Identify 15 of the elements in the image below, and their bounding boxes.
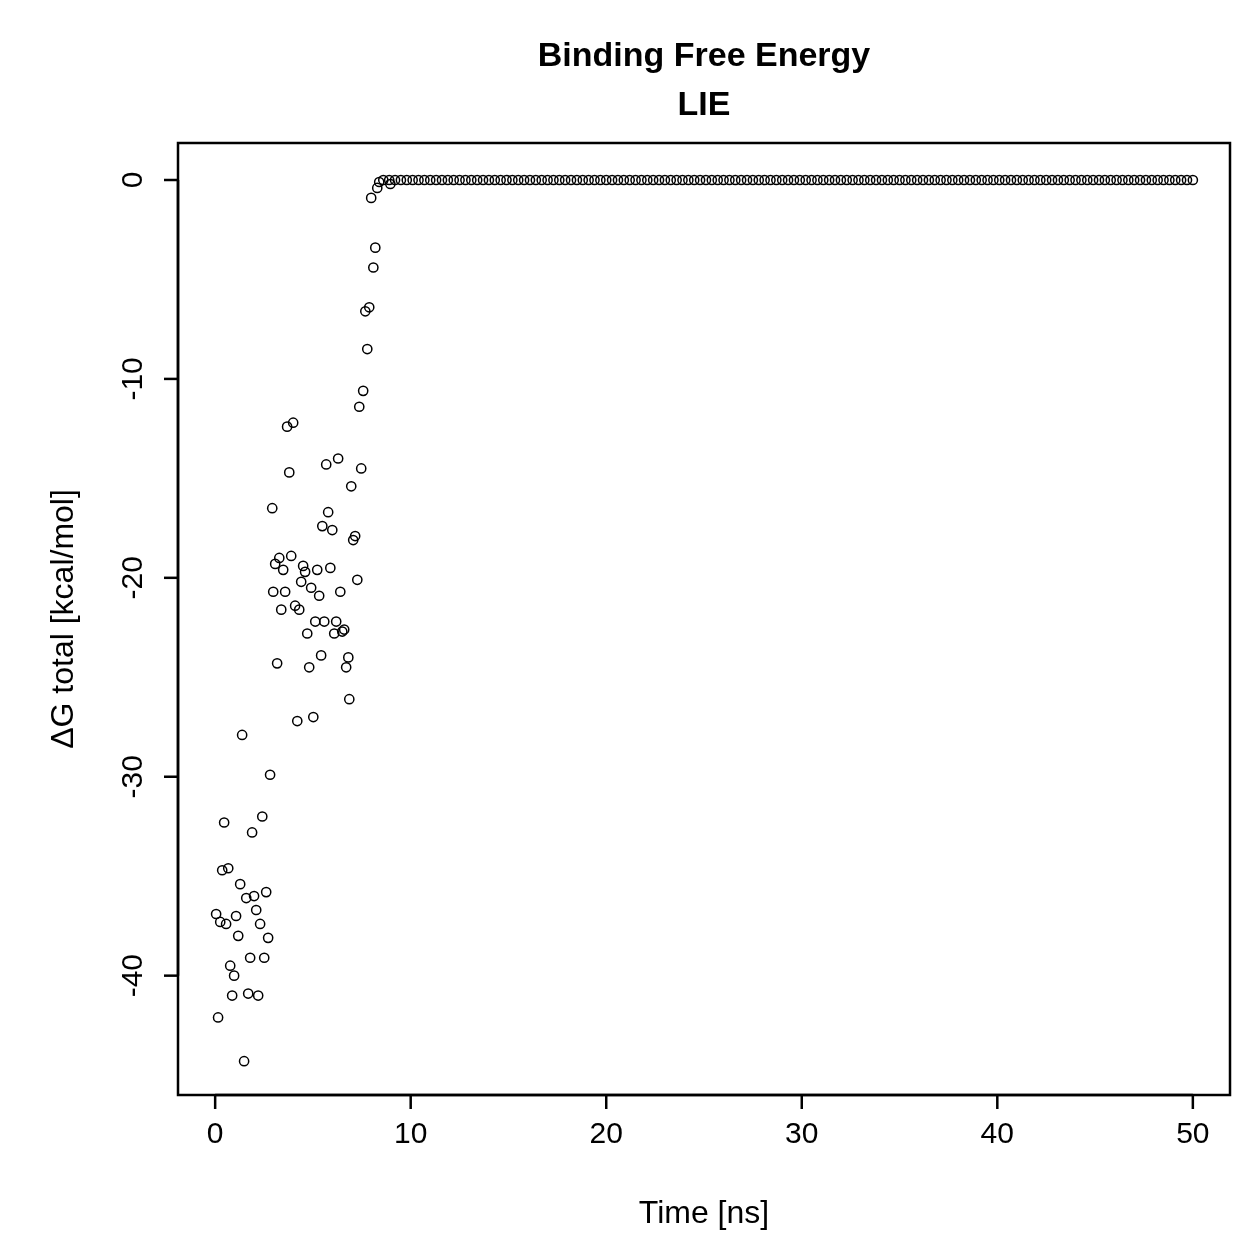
x-tick-label: 0 xyxy=(206,1116,224,1149)
y-axis-title: ΔG total [kcal/mol] xyxy=(44,489,80,749)
x-tick-label: 30 xyxy=(785,1116,819,1149)
y-tick-label: -30 xyxy=(115,755,148,799)
x-tick-label: 40 xyxy=(980,1116,1014,1149)
chart-title: Binding Free Energy xyxy=(537,35,871,73)
chart-subtitle: LIE xyxy=(677,84,731,122)
x-tick-label: 20 xyxy=(589,1116,623,1149)
x-tick-label: 10 xyxy=(394,1116,428,1149)
y-tick-label: 0 xyxy=(115,171,148,189)
y-tick-label: -20 xyxy=(115,556,148,600)
x-axis-title: Time [ns] xyxy=(638,1194,770,1230)
x-tick-label: 50 xyxy=(1176,1116,1210,1149)
y-tick-label: -40 xyxy=(115,953,148,998)
y-tick-label: -10 xyxy=(115,357,148,401)
